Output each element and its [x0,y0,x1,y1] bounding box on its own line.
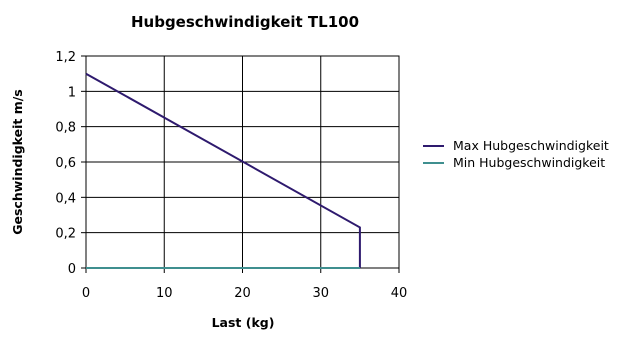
y-tick-label: 0,4 [55,191,76,206]
y-tick-label: 0,6 [55,156,76,171]
legend: Max Hubgeschwindigkeit Min Hubgeschwindig… [423,138,609,170]
x-tick-label: 0 [82,286,90,301]
series-line-max [85,72,361,268]
grid [86,56,399,268]
y-axis-title: Geschwindigkeit m/s [10,89,25,235]
legend-label: Min Hubgeschwindigkeit [453,155,605,170]
axis-ticks: 0 0,2 0,4 0,6 0,8 1 1,2 0 10 20 30 40 [55,50,407,301]
x-tick-label: 30 [312,286,329,301]
x-axis-title: Last (kg) [212,315,275,330]
y-tick-label: 0,2 [55,227,76,242]
x-tick-label: 20 [234,286,251,301]
y-tick-label: 0,8 [55,121,76,136]
y-tick-label: 1,2 [55,50,76,65]
legend-label: Max Hubgeschwindigkeit [453,138,609,153]
series-lines [85,72,361,269]
y-tick-label: 0 [68,262,76,277]
y-tick-label: 1 [68,85,76,100]
x-tick-label: 40 [391,286,408,301]
chart-title: Hubgeschwindigkeit TL100 [131,13,359,31]
x-tick-label: 10 [156,286,173,301]
